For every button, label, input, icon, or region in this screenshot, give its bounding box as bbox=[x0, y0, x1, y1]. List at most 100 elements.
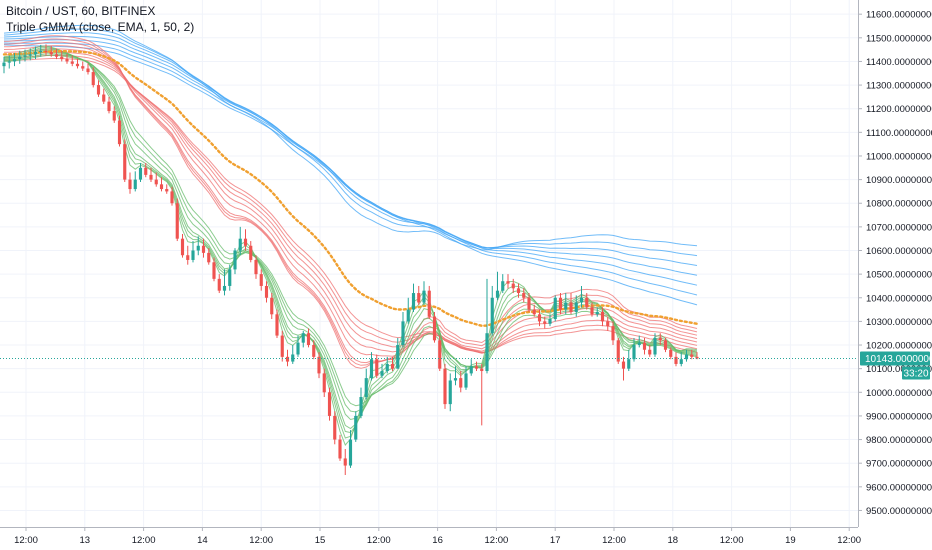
slow-gmma-band-line bbox=[3, 28, 698, 257]
candle-up bbox=[222, 269, 227, 296]
candle-down bbox=[170, 186, 174, 206]
candle-body bbox=[285, 356, 290, 362]
candle-body bbox=[133, 179, 137, 190]
fast-gmma-band-line bbox=[3, 53, 698, 413]
candle-up bbox=[385, 356, 389, 374]
candle-down bbox=[149, 167, 153, 182]
candle-down bbox=[49, 46, 53, 57]
candle-body bbox=[259, 274, 263, 286]
candle-down bbox=[516, 283, 521, 298]
candle-body bbox=[65, 59, 69, 62]
symbol-legend[interactable]: Bitcoin / UST, 60, BITFINEX bbox=[6, 4, 156, 18]
candle-down bbox=[427, 285, 431, 320]
candle-down bbox=[432, 311, 437, 343]
y-axis: 9500.00000000 9600.00000000 9700.00000000 9… bbox=[858, 10, 932, 517]
candle-body bbox=[642, 342, 647, 350]
candle-body bbox=[406, 309, 410, 322]
candle-down bbox=[264, 281, 269, 303]
candle-body bbox=[579, 297, 584, 303]
candle-body bbox=[506, 281, 510, 284]
candle-down bbox=[60, 50, 64, 62]
x-tick-label: 14 bbox=[197, 535, 208, 546]
candle-body bbox=[548, 319, 552, 324]
candle-down bbox=[86, 63, 90, 75]
candle-body bbox=[674, 356, 678, 364]
indicator-legend[interactable]: Triple GMMA (close, EMA, 1, 50, 2) bbox=[6, 20, 195, 34]
candle-down bbox=[569, 293, 573, 315]
x-tick-label: 12:00 bbox=[367, 535, 391, 546]
candle-down bbox=[243, 229, 248, 251]
candle-down bbox=[459, 371, 463, 393]
candle-down bbox=[543, 316, 547, 329]
x-tick-label: 17 bbox=[550, 535, 561, 546]
candle-body bbox=[522, 293, 526, 298]
candle-body bbox=[44, 50, 48, 52]
candle-up bbox=[28, 48, 32, 61]
candle-body bbox=[144, 167, 148, 175]
candle-body bbox=[301, 333, 305, 343]
candle-down bbox=[390, 356, 395, 372]
candle-down bbox=[144, 163, 148, 178]
candle-body bbox=[154, 179, 158, 185]
candle-body bbox=[359, 397, 363, 416]
candle-down bbox=[54, 48, 59, 60]
candle-up bbox=[501, 274, 505, 294]
candle-body bbox=[527, 297, 531, 310]
candle-body bbox=[54, 54, 59, 57]
candle-body bbox=[222, 285, 227, 291]
candle-down bbox=[270, 293, 274, 320]
candle-up bbox=[348, 430, 353, 468]
x-tick-label: 12:00 bbox=[837, 535, 861, 546]
x-tick-label: 12:00 bbox=[485, 535, 509, 546]
candle-body bbox=[175, 203, 179, 239]
candle-body bbox=[196, 245, 200, 251]
candle-up bbox=[490, 285, 494, 336]
candle-down bbox=[165, 184, 169, 194]
candle-down bbox=[611, 321, 615, 346]
candle-body bbox=[138, 167, 143, 180]
candle-body bbox=[75, 63, 80, 67]
candle-body bbox=[459, 378, 463, 388]
candle-body bbox=[228, 269, 232, 286]
candle-body bbox=[28, 54, 32, 56]
candle-down bbox=[590, 302, 594, 317]
x-tick-label: 15 bbox=[315, 535, 326, 546]
candle-body bbox=[212, 262, 216, 279]
candle-body bbox=[23, 55, 27, 57]
y-tick-label: 10400.00000000 bbox=[866, 293, 932, 304]
x-axis: 12:00 13 12:00 14 12:00 15 12:00 16 12:00 17 12:00… bbox=[14, 527, 861, 546]
candle-body bbox=[390, 363, 395, 369]
candle-body bbox=[364, 378, 368, 398]
y-tick-label: 11100.00000000 bbox=[866, 128, 932, 139]
candle-up bbox=[7, 55, 11, 69]
candle-body bbox=[91, 72, 95, 86]
candle-up bbox=[684, 349, 689, 362]
last-price-tag[interactable]: 10143.00000000 33:20 bbox=[860, 351, 932, 380]
candle-up bbox=[627, 349, 631, 372]
candle-down bbox=[648, 345, 652, 357]
candle-up bbox=[422, 281, 426, 305]
candle-up bbox=[354, 411, 358, 442]
candle-body bbox=[280, 335, 284, 357]
slow-gmma-band-line bbox=[3, 24, 698, 251]
candle-down bbox=[112, 106, 116, 123]
candle-body bbox=[537, 314, 542, 322]
candle-body bbox=[165, 189, 169, 192]
candle-up bbox=[679, 352, 683, 367]
candle-body bbox=[516, 288, 521, 294]
candle-body bbox=[574, 302, 578, 312]
candles bbox=[2, 44, 699, 476]
x-tick-label: 12:00 bbox=[14, 535, 38, 546]
y-tick-label: 10000.00000000 bbox=[866, 388, 932, 399]
candle-down bbox=[690, 349, 694, 360]
candle-down bbox=[65, 53, 69, 64]
candle-down bbox=[506, 274, 510, 289]
y-tick-label: 9900.00000000 bbox=[866, 411, 932, 422]
candle-down bbox=[616, 337, 620, 364]
y-tick-label: 11500.00000000 bbox=[866, 33, 932, 44]
candle-up bbox=[359, 387, 363, 419]
x-tick-label: 12:00 bbox=[132, 535, 156, 546]
candle-body bbox=[637, 342, 641, 346]
